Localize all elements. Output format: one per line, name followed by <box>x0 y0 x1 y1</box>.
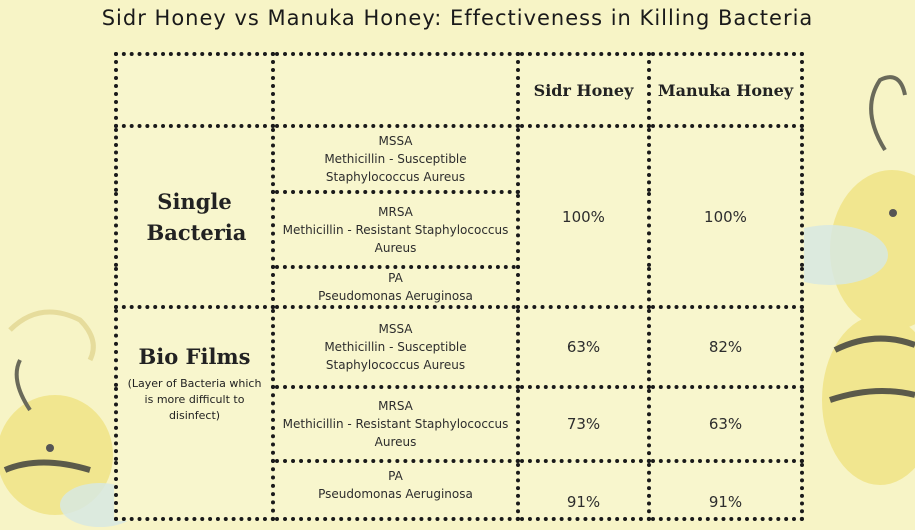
bee-eye-right <box>889 209 897 217</box>
header-bacteria-cell <box>271 52 520 128</box>
bacteria-cell-single-mrsa: MRSA Methicillin - Resistant Staphylococ… <box>271 190 520 269</box>
comparison-table: Sidr Honey Manuka Honey Single Bacteria … <box>114 52 804 521</box>
value-bio-mrsa-sidr: 73% <box>516 385 651 463</box>
bee-stripe-right <box>833 335 915 353</box>
group-bio-films: Bio Films (Layer of Bacteria which is mo… <box>114 305 275 521</box>
bacteria-name: Pseudomonas Aeruginosa <box>318 289 473 303</box>
bacteria-name: Pseudomonas Aeruginosa <box>318 487 473 501</box>
group-label-bio-films: Bio Films <box>138 344 251 369</box>
value-bio-pa-manuka: 91% <box>647 459 804 521</box>
value-bio-mrsa-manuka: 63% <box>647 385 804 463</box>
bee-doodle-left <box>8 309 96 362</box>
bacteria-cell-bio-mssa: MSSA Methicillin - Susceptible Staphyloc… <box>271 305 520 389</box>
value-bio-mssa-sidr: 63% <box>516 305 651 389</box>
bacteria-name: Methicillin - Susceptible Staphylococcus… <box>324 340 467 372</box>
bee-eye-left <box>46 444 54 452</box>
bacteria-name: Methicillin - Resistant Staphylococcus A… <box>282 417 509 449</box>
bacteria-name: Methicillin - Resistant Staphylococcus A… <box>282 222 509 255</box>
value-single-manuka: 100% <box>647 124 804 309</box>
table-row: Single Bacteria MSSA Methicillin - Susce… <box>114 124 804 309</box>
value-single-sidr: 100% <box>516 124 651 309</box>
bee-body-right-lower <box>822 315 915 485</box>
bacteria-abbr: PA <box>388 469 403 483</box>
table-row: PA Pseudomonas Aeruginosa 91% 91% <box>116 459 804 521</box>
header-corner-cell <box>114 52 275 128</box>
header-manuka-honey: Manuka Honey <box>647 52 804 128</box>
bacteria-name: Methicillin - Susceptible Staphylococcus… <box>324 152 467 184</box>
bacteria-cell-single-pa: PA Pseudomonas Aeruginosa <box>271 265 520 309</box>
bacteria-abbr: MRSA <box>378 399 413 413</box>
group-note-bio-films: (Layer of Bacteria which is more difficu… <box>127 377 262 422</box>
table-header-row: Sidr Honey Manuka Honey <box>114 52 804 128</box>
table-row: MRSA Methicillin - Resistant Staphylococ… <box>116 190 802 269</box>
bacteria-cell-bio-pa: PA Pseudomonas Aeruginosa <box>271 459 520 521</box>
group-label-single-bacteria: Single Bacteria <box>146 188 247 245</box>
bee-antenna-left <box>14 359 32 412</box>
value-bio-mssa-manuka: 82% <box>647 305 804 389</box>
table-row: PA Pseudomonas Aeruginosa <box>116 265 802 309</box>
group-single-bacteria: Single Bacteria <box>114 124 275 309</box>
bacteria-abbr: MSSA <box>378 322 413 336</box>
bacteria-cell-bio-mrsa: MRSA Methicillin - Resistant Staphylococ… <box>271 385 520 463</box>
header-sidr-honey: Sidr Honey <box>516 52 651 128</box>
bacteria-abbr: PA <box>388 271 403 285</box>
bacteria-cell-single-mssa: MSSA Methicillin - Susceptible Staphyloc… <box>271 124 520 194</box>
table-row: Bio Films (Layer of Bacteria which is mo… <box>114 305 804 521</box>
bacteria-abbr: MSSA <box>378 134 413 148</box>
value-bio-pa-sidr: 91% <box>516 459 651 521</box>
bacteria-abbr: MRSA <box>378 204 413 219</box>
bee-stripe-left <box>3 459 91 473</box>
bee-stripe-right-2 <box>829 388 915 403</box>
page-title: Sidr Honey vs Manuka Honey: Effectivenes… <box>101 6 814 30</box>
bee-antenna-right <box>869 75 907 152</box>
table-row: MRSA Methicillin - Resistant Staphylococ… <box>116 385 804 463</box>
